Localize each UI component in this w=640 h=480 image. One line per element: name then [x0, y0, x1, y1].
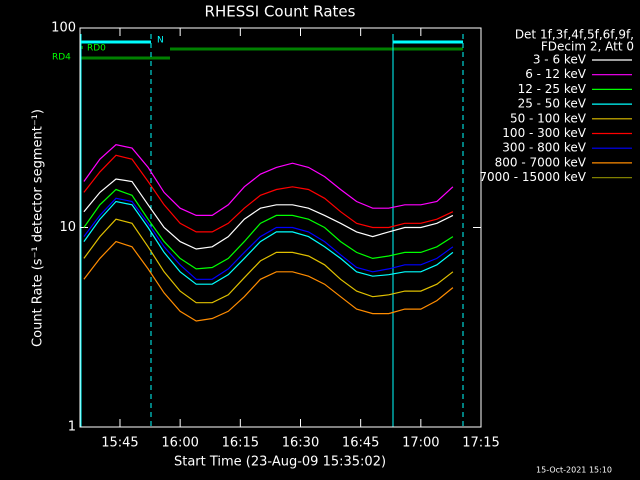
- chart-title: RHESSI Count Rates: [205, 3, 356, 21]
- legend-title: Det 1f,3f,4f,5f,6f,9f,: [515, 28, 634, 42]
- legend-label: 50 - 100 keV: [510, 111, 587, 125]
- annotation: RD0: [87, 44, 106, 54]
- x-tick-label: 15:45: [101, 436, 138, 451]
- x-axis-label: Start Time (23-Aug-09 15:35:02): [174, 455, 386, 470]
- x-tick-label: 16:45: [342, 436, 379, 451]
- y-tick-label: 1: [68, 420, 76, 435]
- series-line: [83, 144, 454, 216]
- legend-label: 100 - 300 keV: [502, 126, 586, 140]
- annotation: N: [157, 36, 164, 46]
- series-line: [83, 218, 454, 304]
- series-line: [83, 178, 454, 250]
- y-axis-label: Count Rate (s⁻¹ detector segment⁻¹): [31, 109, 46, 347]
- legend-label: 3 - 6 keV: [533, 53, 587, 67]
- series-line: [83, 197, 454, 280]
- legend-label: 300 - 800 keV: [502, 141, 586, 155]
- legend-label: 800 - 7000 keV: [495, 155, 587, 169]
- x-tick-label: 17:00: [402, 436, 439, 451]
- series-line: [83, 240, 454, 322]
- annotation: RD4: [52, 53, 71, 63]
- x-tick-label: 17:15: [462, 436, 499, 451]
- legend-label: 12 - 25 keV: [518, 82, 587, 96]
- x-tick-label: 16:00: [161, 436, 198, 451]
- series-line: [83, 188, 454, 270]
- y-tick-label: 100: [51, 21, 76, 36]
- y-tick-label: 10: [59, 220, 76, 235]
- footer: 15-Oct-2021 15:10: [536, 466, 612, 475]
- series-line: [83, 200, 454, 285]
- legend-label: 6 - 12 keV: [525, 67, 587, 81]
- series-line: [83, 154, 454, 233]
- legend-label: 25 - 50 keV: [518, 97, 587, 111]
- legend-title: FDecim 2, Att 0: [541, 40, 634, 54]
- x-tick-label: 16:30: [282, 436, 319, 451]
- x-tick-label: 16:15: [222, 436, 259, 451]
- legend-label: 7000 - 15000 keV: [479, 170, 586, 184]
